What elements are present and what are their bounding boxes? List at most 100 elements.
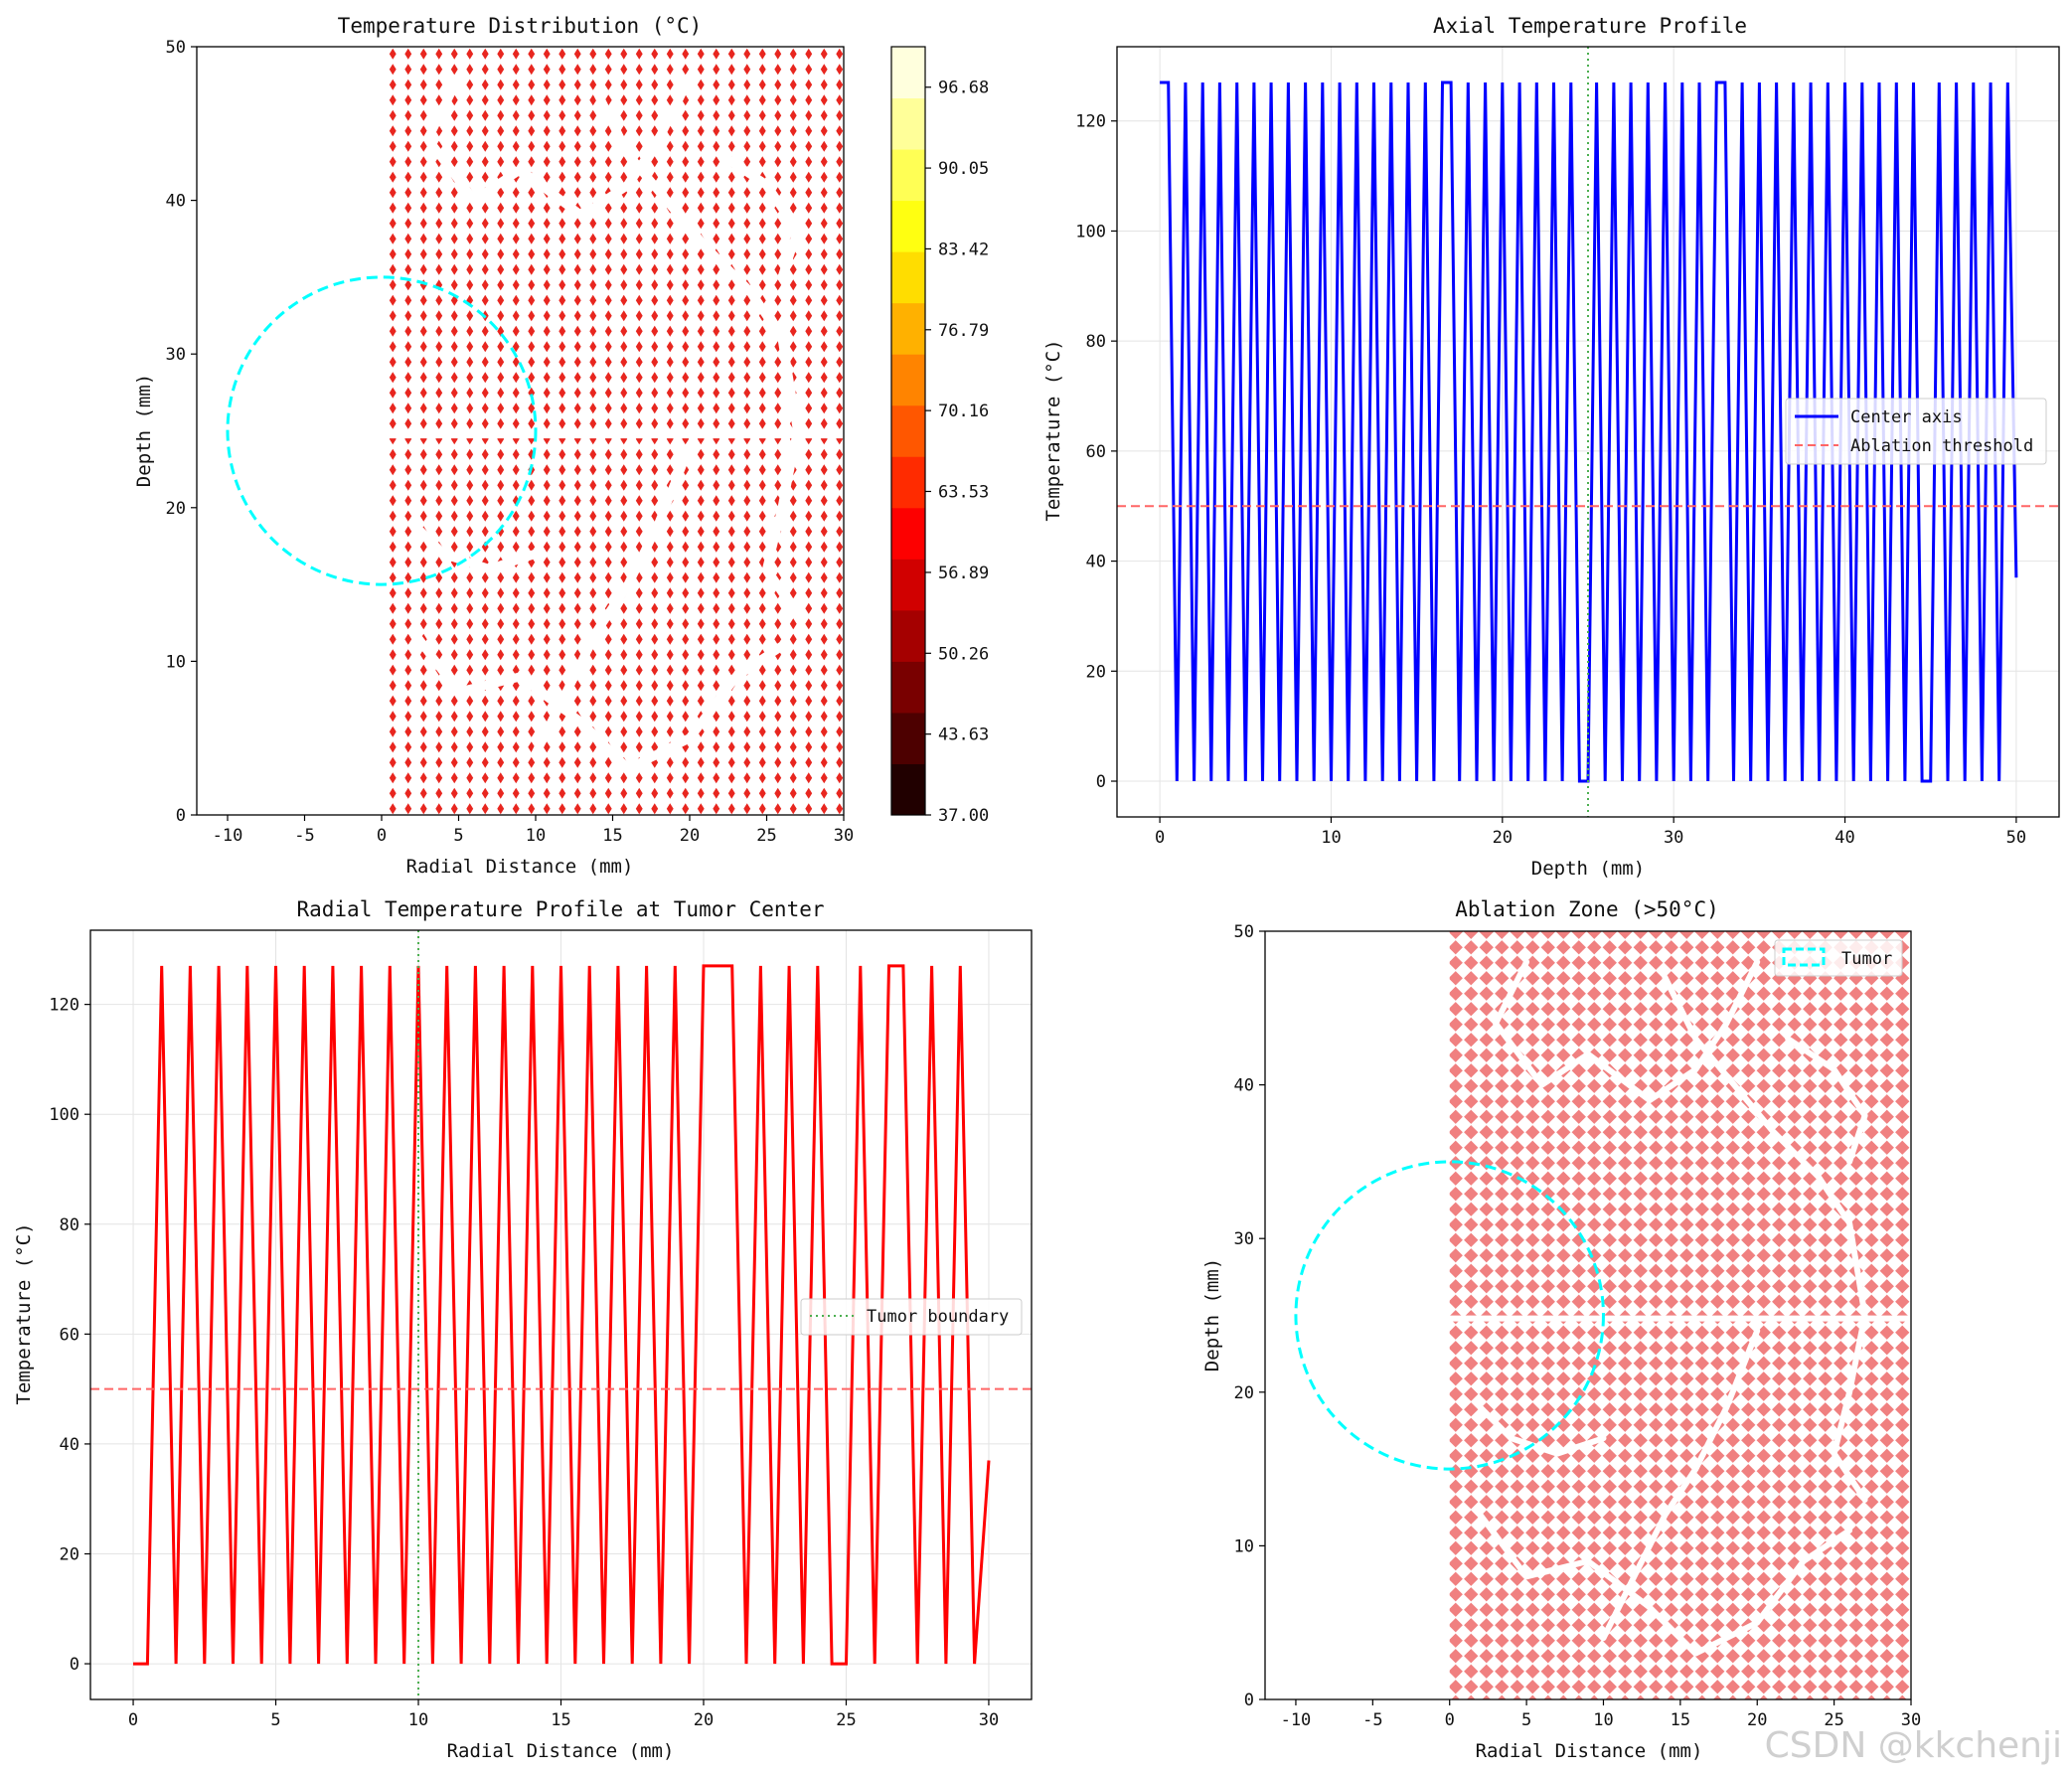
colorbar-band (891, 97, 925, 150)
p2-ytick-label: 40 (1086, 553, 1106, 572)
p3-ytick-label: 100 (49, 1105, 80, 1125)
p3-ytick-label: 120 (49, 996, 80, 1016)
p4-field-gap (1662, 974, 1868, 1503)
p2-xtick-label: 10 (1321, 828, 1341, 848)
p1-field-gap (716, 149, 802, 282)
colorbar-band (891, 661, 925, 714)
colorbar-band (891, 609, 925, 662)
p4-ytick-label: 30 (1234, 1229, 1254, 1249)
p4-ytick-label: 20 (1234, 1383, 1254, 1403)
p4-field-gap (1785, 1036, 1868, 1165)
p4-ytick-label: 0 (1244, 1691, 1254, 1710)
p2-xtick-label: 20 (1493, 828, 1513, 848)
p1-xtick-label: 15 (602, 826, 622, 846)
colorbar-band (891, 456, 925, 509)
axial-x-ticks: 0 10 20 30 40 50 (1155, 817, 2026, 848)
p4-field-gap (1477, 1512, 1853, 1657)
colorbar-tick-label: 70.16 (938, 402, 989, 421)
p3-xtick-label: 20 (694, 1710, 714, 1730)
colorbar: 37.00 43.63 50.26 56.89 63.53 70.16 76.79 83.42… (890, 46, 989, 826)
axial-y-label: Temperature (°C) (1042, 339, 1064, 521)
temperature-distribution-panel: Temperature Distribution (°C) -10 -5 0 5 10 1… (133, 14, 989, 878)
ablation-y-ticks: 0 10 20 30 40 50 (1234, 922, 1265, 1710)
tumor-circle (1294, 1160, 1605, 1471)
p3-xtick-label: 30 (979, 1710, 999, 1730)
p2-xtick-label: 50 (2006, 828, 2026, 848)
p4-field-gap (1600, 1328, 1761, 1642)
p2-ytick-label: 20 (1086, 662, 1106, 682)
colorbar-band (891, 302, 925, 355)
ablation-x-ticks: -10 -5 0 5 10 15 20 25 30 (1281, 1699, 1921, 1730)
p1-field-gap (407, 626, 787, 774)
p4-xtick-label: 15 (1671, 1710, 1690, 1730)
p3-ytick-label: 40 (60, 1435, 80, 1455)
p4-xtick-label: 10 (1593, 1710, 1613, 1730)
colorbar-band (891, 559, 925, 611)
p3-xtick-label: 10 (408, 1710, 428, 1730)
colorbar-tick-label: 90.05 (938, 159, 989, 179)
radial-legend-box (800, 1298, 1023, 1336)
p3-ytick-label: 60 (60, 1325, 80, 1345)
colorbar-tick-label: 50.26 (938, 644, 989, 664)
axial-y-ticks: 0 20 40 60 80 100 120 (1075, 112, 1117, 792)
p2-ytick-label: 0 (1096, 772, 1106, 792)
p3-ytick-label: 80 (60, 1215, 80, 1235)
p1-ytick-label: 20 (166, 499, 186, 519)
radial-y-label: Temperature (°C) (13, 1222, 35, 1404)
ablation-title: Ablation Zone (>50°C) (1455, 897, 1719, 921)
tumor-legend-swatch (1782, 947, 1826, 967)
radial-legend: Tumor boundary (800, 1298, 1023, 1336)
p2-ytick-label: 80 (1086, 332, 1106, 352)
ablation-field (1446, 931, 1914, 1699)
p3-xtick-label: 5 (270, 1710, 280, 1730)
p1-xtick-label: 25 (756, 826, 776, 846)
axial-title: Axial Temperature Profile (1433, 14, 1747, 38)
heatmap-x-ticks: -10 -5 0 5 10 15 20 25 30 (213, 815, 854, 846)
p4-field-gap (1493, 958, 1761, 1104)
radial-x-label: Radial Distance (mm) (447, 1740, 675, 1762)
axial-legend: Center axis Ablation threshold (1785, 398, 2047, 465)
tumor-legend-label: Tumor (1841, 949, 1892, 969)
p1-field-gap (423, 73, 695, 221)
p1-xtick-label: 30 (834, 826, 854, 846)
p3-ytick-label: 20 (60, 1544, 80, 1564)
p1-xtick-label: -5 (294, 826, 314, 846)
p4-xtick-label: 5 (1521, 1710, 1531, 1730)
colorbar-tick-label: 37.00 (938, 806, 989, 826)
p4-ytick-label: 10 (1234, 1536, 1254, 1556)
p1-ytick-label: 30 (166, 345, 186, 365)
p1-xtick-label: 0 (377, 826, 387, 846)
radial-series (90, 930, 1032, 1699)
colorbar-tick-label: 76.79 (938, 321, 989, 341)
heatmap-y-label: Depth (mm) (133, 374, 155, 487)
p1-ytick-label: 10 (166, 652, 186, 672)
colorbar-band (891, 763, 925, 816)
heatmap-y-ticks: 0 10 20 30 40 50 (166, 38, 197, 826)
p2-ytick-label: 60 (1086, 442, 1106, 462)
p2-xtick-label: 30 (1664, 828, 1683, 848)
tumor-boundary-legend-label: Tumor boundary (867, 1307, 1009, 1327)
p4-xtick-label: 0 (1445, 1710, 1455, 1730)
p4-xtick-label: 30 (1901, 1710, 1921, 1730)
p1-ytick-label: 0 (176, 806, 186, 826)
colorbar-band (891, 149, 925, 202)
p3-xtick-label: 15 (551, 1710, 570, 1730)
p3-xtick-label: 25 (836, 1710, 856, 1730)
axial-axes-frame (1116, 46, 2060, 818)
p4-xtick-label: 20 (1747, 1710, 1767, 1730)
ablation-tumor-outline (1294, 1160, 1605, 1471)
ablation-x-label: Radial Distance (mm) (1476, 1740, 1703, 1762)
axial-legend-box (1785, 398, 2047, 465)
colorbar-tick-label: 56.89 (938, 564, 989, 583)
p4-xtick-label: 25 (1824, 1710, 1843, 1730)
colorbar-frame (890, 46, 926, 816)
ablation-legend-box (1774, 939, 1903, 977)
colorbar-band (891, 712, 925, 764)
p4-field-gap (1477, 1404, 1607, 1457)
axial-profile-panel: Axial Temperature Profile 0 10 20 30 40 50 0 2… (1042, 14, 2060, 880)
axial-x-label: Depth (mm) (1531, 858, 1645, 880)
p1-ytick-label: 40 (166, 192, 186, 212)
colorbar-tick-label: 96.68 (938, 79, 989, 98)
colorbar-band (891, 200, 925, 252)
tumor-outline (226, 275, 538, 586)
